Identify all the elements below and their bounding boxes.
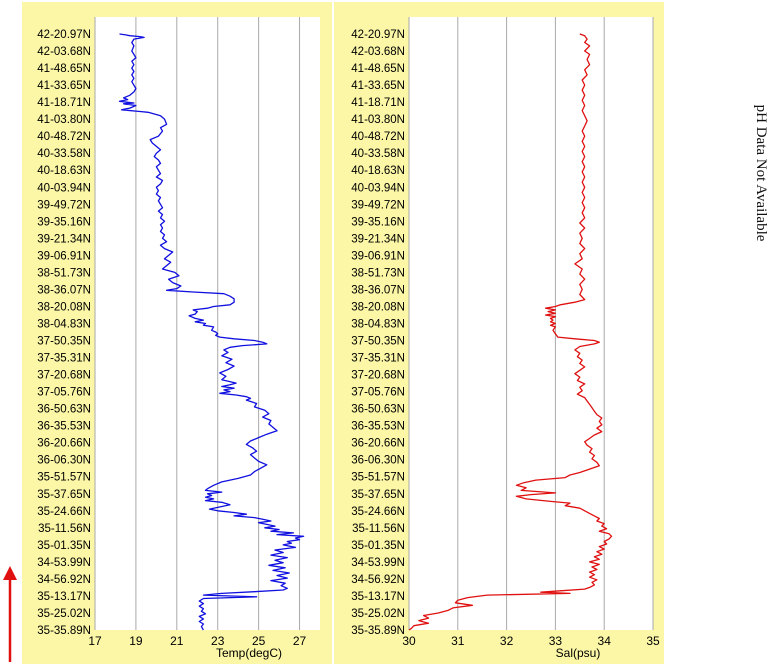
temperature-plot-area [95, 17, 320, 630]
salinity-x-axis-label: Sal(psu) [556, 646, 601, 660]
salinity-latitude-label: 34-53.99N [351, 557, 405, 569]
temperature-x-tick-label: 27 [293, 634, 307, 648]
salinity-latitude-label: 40-03.94N [351, 182, 405, 194]
temperature-latitude-label: 36-20.66N [37, 438, 91, 450]
temperature-latitude-label: 38-20.08N [37, 301, 91, 313]
temperature-latitude-label: 35-13.17N [37, 591, 91, 603]
salinity-latitude-label: 35-51.57N [351, 472, 405, 484]
temperature-latitude-label: 35-01.35N [37, 540, 91, 552]
ph-unavailable-note: pH Data Not Available [753, 105, 769, 242]
temperature-latitude-label: 39-21.34N [37, 233, 91, 245]
temperature-x-tick-label: 19 [129, 634, 143, 648]
salinity-x-tick-labels: 30 31 32 33 34 35 [402, 634, 660, 648]
salinity-latitude-labels: 42-20.97N 42-03.68N 41-48.65N 41-33.65N 41-1… [351, 29, 405, 637]
salinity-latitude-label: 38-04.83N [351, 318, 405, 330]
salinity-latitude-label: 41-33.65N [351, 80, 405, 92]
salinity-x-tick-label: 31 [451, 634, 465, 648]
temperature-latitude-label: 37-35.31N [37, 353, 91, 365]
temperature-latitude-label: 38-04.83N [37, 318, 91, 330]
temperature-latitude-label: 38-51.73N [37, 267, 91, 279]
salinity-latitude-label: 35-35.89N [351, 625, 405, 637]
temperature-latitude-label: 40-18.63N [37, 165, 91, 177]
salinity-latitude-label: 35-25.02N [351, 608, 405, 620]
temperature-x-tick-label: 25 [252, 634, 266, 648]
salinity-plot-area [409, 17, 653, 630]
temperature-latitude-label: 39-06.91N [37, 250, 91, 262]
temperature-series-line [118, 33, 305, 631]
temperature-latitude-label: 37-05.76N [37, 387, 91, 399]
temperature-latitude-label: 41-33.65N [37, 80, 91, 92]
salinity-latitude-label: 41-03.80N [351, 114, 405, 126]
temperature-latitude-label: 41-03.80N [37, 114, 91, 126]
salinity-latitude-label: 40-48.72N [351, 131, 405, 143]
direction-arrow-icon [3, 566, 17, 662]
salinity-x-tick-label: 34 [598, 634, 612, 648]
salinity-latitude-label: 42-20.97N [351, 29, 405, 41]
temperature-latitude-label: 39-35.16N [37, 216, 91, 228]
temperature-latitude-label: 34-56.92N [37, 574, 91, 586]
temperature-latitude-label: 35-37.65N [37, 489, 91, 501]
temperature-latitude-label: 36-06.30N [37, 455, 91, 467]
temperature-gridlines [94, 17, 301, 630]
temperature-latitude-label: 40-48.72N [37, 131, 91, 143]
salinity-latitude-label: 34-56.92N [351, 574, 405, 586]
temperature-latitude-label: 39-49.72N [37, 199, 91, 211]
salinity-x-tick-label: 33 [549, 634, 563, 648]
salinity-latitude-label: 38-51.73N [351, 267, 405, 279]
salinity-latitude-label: 42-03.68N [351, 46, 405, 58]
temperature-latitude-label: 37-50.35N [37, 336, 91, 348]
salinity-latitude-label: 41-18.71N [351, 97, 405, 109]
temperature-latitude-label: 41-48.65N [37, 63, 91, 75]
salinity-latitude-label: 35-01.35N [351, 540, 405, 552]
temperature-latitude-label: 37-20.68N [37, 370, 91, 382]
temperature-latitude-label: 36-35.53N [37, 421, 91, 433]
salinity-latitude-label: 36-06.30N [351, 455, 405, 467]
salinity-latitude-label: 37-35.31N [351, 353, 405, 365]
temperature-latitude-labels: 42-20.97N 42-03.68N 41-48.65N 41-33.65N 41-1… [37, 29, 91, 637]
salinity-latitude-label: 35-11.56N [352, 523, 405, 535]
temperature-latitude-label: 40-03.94N [37, 182, 91, 194]
salinity-series-line [408, 33, 613, 631]
salinity-x-tick-label: 32 [500, 634, 514, 648]
salinity-latitude-label: 41-48.65N [351, 63, 405, 75]
salinity-latitude-label: 37-20.68N [351, 370, 405, 382]
temperature-latitude-label: 40-33.58N [37, 148, 91, 160]
salinity-latitude-label: 39-21.34N [351, 233, 405, 245]
salinity-latitude-label: 36-50.63N [351, 404, 405, 416]
salinity-latitude-label: 35-24.66N [351, 506, 405, 518]
temperature-latitude-label: 35-11.56N [38, 523, 91, 535]
temperature-latitude-label: 35-25.02N [37, 608, 91, 620]
salinity-latitude-label: 39-06.91N [351, 250, 405, 262]
temperature-latitude-label: 34-53.99N [37, 557, 91, 569]
salinity-x-tick-label: 35 [646, 634, 660, 648]
salinity-latitude-label: 38-36.07N [351, 284, 405, 296]
temperature-x-tick-label: 21 [170, 634, 184, 648]
temperature-x-axis-label: Temp(degC) [216, 646, 282, 660]
temperature-x-tick-label: 17 [88, 634, 102, 648]
temperature-latitude-label: 41-18.71N [37, 97, 91, 109]
salinity-latitude-label: 35-37.65N [351, 489, 405, 501]
salinity-latitude-label: 40-18.63N [351, 165, 405, 177]
salinity-latitude-label: 38-20.08N [351, 301, 405, 313]
salinity-latitude-label: 39-49.72N [351, 199, 405, 211]
temperature-latitude-label: 35-51.57N [37, 472, 91, 484]
salinity-x-tick-label: 30 [402, 634, 416, 648]
temperature-latitude-label: 35-35.89N [37, 625, 91, 637]
temperature-latitude-label: 36-50.63N [37, 404, 91, 416]
salinity-latitude-label: 39-35.16N [351, 216, 405, 228]
temperature-latitude-label: 38-36.07N [37, 284, 91, 296]
temperature-latitude-label: 42-20.97N [37, 29, 91, 41]
salinity-latitude-label: 36-35.53N [351, 421, 405, 433]
salinity-latitude-label: 37-05.76N [351, 387, 405, 399]
salinity-latitude-label: 37-50.35N [351, 336, 405, 348]
temperature-latitude-label: 42-03.68N [37, 46, 91, 58]
salinity-latitude-label: 35-13.17N [351, 591, 405, 603]
temperature-x-tick-labels: 17 19 21 23 25 27 [88, 634, 306, 648]
temperature-x-tick-label: 23 [211, 634, 225, 648]
temperature-latitude-label: 35-24.66N [37, 506, 91, 518]
salinity-latitude-label: 40-33.58N [351, 148, 405, 160]
salinity-latitude-label: 36-20.66N [351, 438, 405, 450]
